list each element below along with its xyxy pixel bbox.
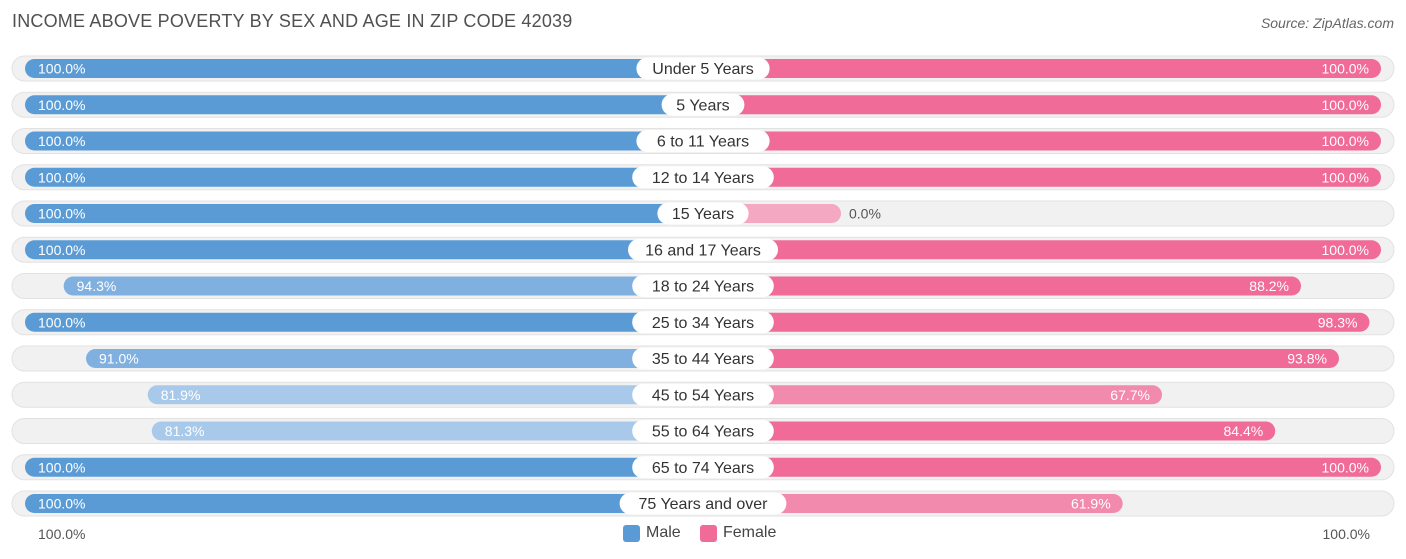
male-bar — [25, 312, 703, 332]
male-bar — [25, 131, 703, 151]
female-bar — [703, 276, 1301, 296]
chart-title: INCOME ABOVE POVERTY BY SEX AND AGE IN Z… — [12, 11, 573, 31]
legend-swatch-female — [700, 524, 717, 542]
female-bar — [703, 312, 1370, 332]
male-bar — [25, 167, 703, 187]
female-value-label: 0.0% — [849, 206, 881, 222]
category-label-background — [657, 202, 749, 225]
category-label: 16 and 17 Years — [645, 242, 761, 259]
female-bar — [703, 385, 1163, 405]
category-label-background — [628, 238, 778, 261]
male-bar — [25, 494, 703, 513]
legend-label-male: Male — [646, 524, 681, 541]
female-bar — [703, 457, 1381, 477]
male-bar — [25, 95, 703, 115]
female-value-label: 98.3% — [1318, 314, 1358, 330]
legend: Male Female — [0, 524, 1406, 546]
male-value-label: 100.0% — [38, 314, 85, 330]
category-label-background — [632, 383, 774, 406]
female-value-label: 100.0% — [1322, 97, 1369, 113]
female-value-label: 100.0% — [1322, 242, 1369, 258]
category-label: 15 Years — [672, 206, 734, 223]
category-label: 12 to 14 Years — [652, 170, 754, 187]
category-label-background — [636, 130, 770, 152]
category-label-background — [632, 347, 774, 370]
category-label-background — [632, 166, 774, 189]
category-label-background — [632, 311, 774, 334]
legend-swatch-male — [623, 524, 640, 542]
male-value-label: 100.0% — [38, 133, 85, 149]
male-bar — [86, 349, 703, 368]
legend-item-female[interactable]: Female — [700, 524, 776, 542]
category-label-background — [632, 420, 774, 442]
male-bar — [63, 276, 704, 296]
category-label: 25 to 34 Years — [652, 315, 754, 332]
legend-item-male[interactable]: Male — [623, 524, 681, 542]
female-bar — [703, 240, 1381, 260]
category-label-background — [632, 456, 774, 479]
female-bar — [703, 349, 1339, 368]
male-value-label: 81.3% — [165, 423, 205, 439]
female-value-label: 100.0% — [1322, 133, 1369, 149]
chart-area: 100.0% 100.0% Under 5 Years 100.0% 100.0% 5 Y… — [11, 55, 1395, 517]
male-value-label: 94.3% — [77, 278, 117, 294]
male-value-label: 91.0% — [99, 351, 139, 367]
female-value-label: 84.4% — [1224, 423, 1264, 439]
female-value-label: 93.8% — [1287, 351, 1327, 367]
male-bar — [151, 421, 703, 441]
female-bar — [703, 167, 1381, 187]
source-label: Source: ZipAtlas.com — [1260, 15, 1394, 31]
category-label: 75 Years and over — [639, 496, 769, 513]
female-bar — [703, 59, 1381, 78]
male-bar — [25, 204, 703, 223]
category-label: Under 5 Years — [652, 61, 753, 78]
axis-left-label: 100.0% — [38, 526, 86, 542]
category-label-background — [661, 93, 745, 116]
axis-right-label: 100.0% — [1322, 526, 1370, 542]
male-bar — [25, 240, 703, 260]
female-bar — [703, 131, 1381, 151]
male-value-label: 100.0% — [38, 459, 85, 475]
category-label: 45 to 54 Years — [652, 387, 754, 404]
female-value-label: 100.0% — [1322, 169, 1369, 185]
male-value-label: 100.0% — [38, 61, 85, 77]
female-bar — [703, 421, 1276, 441]
category-label-background — [632, 275, 774, 297]
female-value-label: 100.0% — [1322, 459, 1369, 475]
category-label: 65 to 74 Years — [652, 460, 754, 477]
female-value-label: 88.2% — [1249, 278, 1289, 294]
category-label: 6 to 11 Years — [657, 134, 749, 151]
male-value-label: 81.9% — [161, 387, 201, 403]
category-label: 35 to 44 Years — [652, 351, 754, 368]
category-label: 5 Years — [676, 97, 729, 114]
female-value-label: 67.7% — [1110, 387, 1150, 403]
female-value-label: 100.0% — [1322, 61, 1369, 77]
legend-label-female: Female — [723, 524, 777, 541]
male-value-label: 100.0% — [38, 242, 85, 258]
male-value-label: 100.0% — [38, 97, 85, 113]
category-label-background — [636, 57, 770, 80]
male-value-label: 100.0% — [38, 169, 85, 185]
female-bar — [703, 95, 1381, 115]
female-value-label: 61.9% — [1071, 496, 1111, 512]
category-label-background — [619, 492, 787, 515]
female-bar — [703, 494, 1123, 513]
male-bar — [147, 385, 703, 405]
category-label: 18 to 24 Years — [652, 279, 754, 296]
male-value-label: 100.0% — [38, 206, 85, 222]
category-label: 55 to 64 Years — [652, 424, 754, 441]
male-bar — [25, 59, 703, 78]
male-value-label: 100.0% — [38, 496, 85, 512]
male-bar — [25, 457, 703, 477]
